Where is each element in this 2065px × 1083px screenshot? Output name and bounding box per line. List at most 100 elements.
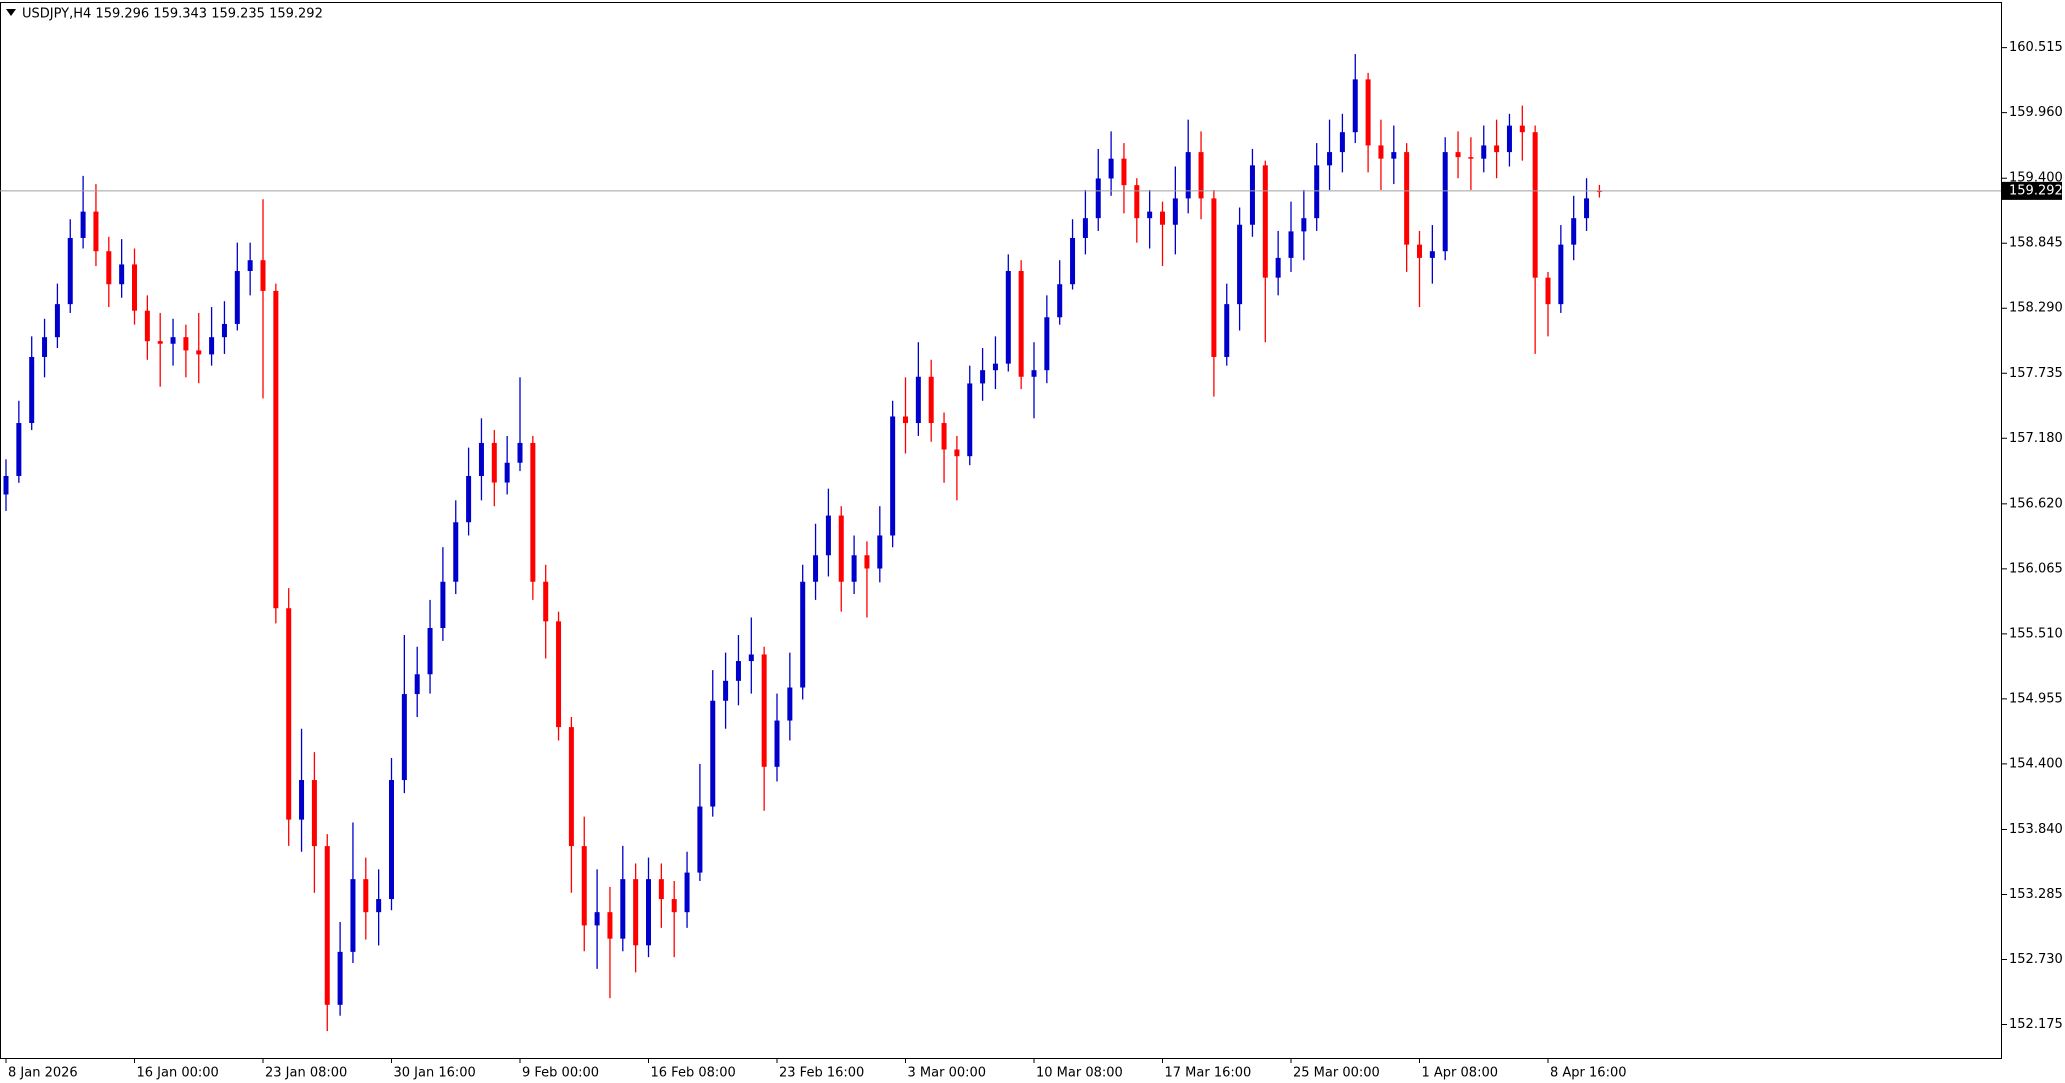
candle-body <box>54 304 60 338</box>
candle-body <box>928 376 934 424</box>
candle-body <box>414 674 420 695</box>
candle-body <box>1172 198 1178 225</box>
candle-body <box>980 370 986 384</box>
plot-frame <box>0 2 2002 1059</box>
candle-body <box>106 251 112 285</box>
y-tick-label: 152.175 <box>2009 1017 2063 1032</box>
candle-body <box>1211 198 1217 357</box>
candle-body <box>221 323 227 338</box>
candle-body <box>1327 152 1333 166</box>
candle-body <box>401 694 407 781</box>
candle-body <box>67 237 73 305</box>
x-tick-label: 16 Feb 08:00 <box>651 1066 736 1081</box>
candle-body <box>992 363 998 371</box>
candle-body <box>633 879 639 946</box>
x-tick-label: 3 Mar 00:00 <box>908 1066 987 1081</box>
candle-body <box>119 264 125 285</box>
candle-body <box>286 608 292 820</box>
x-tick-label: 10 Mar 08:00 <box>1036 1066 1123 1081</box>
candle-body <box>1005 270 1011 364</box>
candle-body <box>877 535 883 569</box>
candle-body <box>1160 211 1165 225</box>
candle-body <box>1391 152 1397 159</box>
last-price-label: 159.292 <box>2009 183 2063 198</box>
last-price-label-bg <box>2002 181 2062 200</box>
candle-body <box>157 341 163 344</box>
candle-body <box>1506 125 1512 153</box>
candle-body <box>1442 152 1448 252</box>
candle-body <box>363 879 369 913</box>
candle-body <box>504 462 510 483</box>
candle-body <box>1249 165 1255 225</box>
candle-body <box>3 475 9 495</box>
y-tick-label: 156.620 <box>2009 496 2063 511</box>
candle-body <box>903 416 908 424</box>
candle-body <box>1044 317 1050 371</box>
candle-body <box>1365 79 1371 146</box>
candle-body <box>941 423 947 450</box>
candle-body <box>1584 198 1590 219</box>
candle-body <box>337 951 343 1005</box>
candle-body <box>1185 152 1191 199</box>
candle-body <box>478 442 484 476</box>
y-tick-label: 154.955 <box>2009 691 2063 706</box>
candle-body <box>453 522 459 582</box>
symbol-menu-icon <box>6 9 16 16</box>
candle-body <box>864 555 870 569</box>
candle-body <box>1519 125 1525 133</box>
candle-body <box>1288 231 1294 258</box>
x-tick-label: 23 Feb 16:00 <box>779 1066 864 1081</box>
y-tick-label: 160.515 <box>2009 40 2063 55</box>
candle-body <box>324 846 330 1005</box>
candle-body <box>1057 284 1063 318</box>
candle-body <box>838 515 844 582</box>
candle-body <box>1532 132 1538 278</box>
candle-body <box>594 912 600 926</box>
candle-body <box>607 912 613 939</box>
y-tick-label: 155.510 <box>2009 626 2063 641</box>
candle-body <box>684 872 690 913</box>
candle-body <box>1095 178 1101 219</box>
candle-body <box>1262 165 1268 278</box>
y-tick-label: 157.180 <box>2009 431 2063 446</box>
candle-body <box>1468 157 1474 159</box>
candle-body <box>568 727 574 847</box>
y-tick-label: 156.065 <box>2009 561 2063 576</box>
candle-body <box>1301 218 1307 232</box>
y-tick-label: 157.735 <box>2009 366 2063 381</box>
candle-body <box>260 260 266 291</box>
candle-body <box>1134 185 1140 219</box>
candle-body <box>350 879 356 952</box>
candle-body <box>1378 145 1384 159</box>
candle-body <box>132 264 137 311</box>
candle-body <box>196 350 202 355</box>
candle-body <box>1455 152 1461 158</box>
candle-body <box>311 780 317 847</box>
y-tick-label: 158.290 <box>2009 301 2063 316</box>
candle-body <box>697 806 703 873</box>
candle-body <box>1429 251 1435 258</box>
candle-body <box>954 449 960 457</box>
candle-body <box>1275 257 1281 278</box>
candle-body <box>80 211 86 238</box>
candle-body <box>1314 165 1320 219</box>
candle-body <box>543 581 549 622</box>
candle-body <box>209 337 215 355</box>
candle-body <box>556 621 562 728</box>
candle-body <box>787 687 793 721</box>
candle-body <box>761 654 767 767</box>
candle-body <box>671 899 677 913</box>
candle-body <box>1558 244 1564 305</box>
candle-body <box>29 356 35 424</box>
candle-body <box>735 661 741 681</box>
candle-body <box>1082 218 1088 238</box>
candle-body <box>1198 152 1204 199</box>
candle-body <box>1108 158 1114 179</box>
x-tick-label: 17 Mar 16:00 <box>1165 1066 1252 1081</box>
candle-body <box>440 581 446 629</box>
candle-body <box>774 720 780 767</box>
y-tick-label: 153.285 <box>2009 887 2063 902</box>
x-tick-label: 8 Jan 2026 <box>8 1066 78 1081</box>
candle-body <box>710 700 716 807</box>
